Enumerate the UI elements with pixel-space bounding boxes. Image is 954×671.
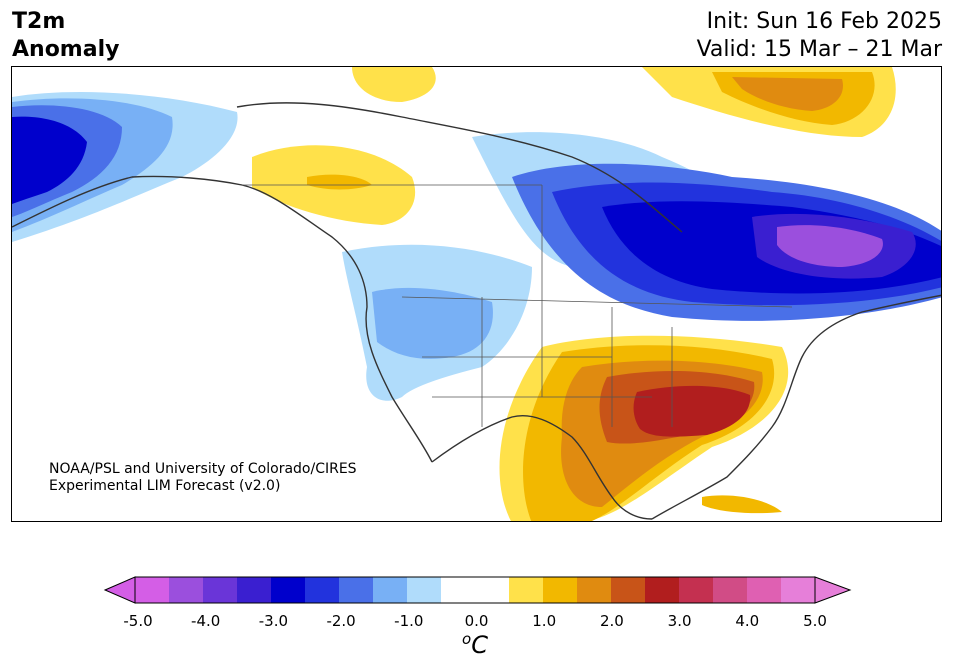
colorbar-swatch: [271, 577, 306, 603]
colorbar-swatch: [747, 577, 782, 603]
colorbar-extend-max: [814, 576, 852, 604]
colorbar-tick-label: 1.0: [532, 612, 557, 630]
colorbar-tick-label: -3.0: [258, 612, 289, 630]
colorbar-tick-label: 0.0: [464, 612, 489, 630]
colorbar-swatch: [135, 577, 170, 603]
colorbar-swatch: [203, 577, 238, 603]
credit-text: NOAA/PSL and University of Colorado/CIRE…: [49, 461, 357, 495]
colorbar-tick-label: -5.0: [123, 612, 153, 630]
unit-degree: o: [462, 630, 472, 648]
map-canvas: [12, 67, 941, 521]
colorbar-swatch: [509, 577, 544, 603]
colorbar-swatches: [103, 576, 852, 604]
colorbar-swatch: [781, 577, 816, 603]
cuba-warm: [702, 495, 782, 514]
forecast-dates: Init: Sun 16 Feb 2025 Valid: 15 Mar – 21…: [697, 8, 942, 64]
colorbar-frame: [134, 576, 816, 604]
colorbar: [103, 576, 852, 604]
arctic-warm-1: [352, 67, 436, 102]
colorbar-swatch: [441, 577, 476, 603]
colorbar-extend-min: [103, 576, 136, 604]
unit-celsius: C: [471, 631, 488, 659]
canada-cold-core: [777, 225, 883, 267]
colorbar-swatch: [679, 577, 714, 603]
colorbar-swatch: [339, 577, 374, 603]
unit-label: oC: [462, 630, 488, 659]
valid-date: Valid: 15 Mar – 21 Mar: [696, 37, 942, 62]
coastlines: [12, 102, 941, 520]
colorbar-swatch: [237, 577, 272, 603]
colorbar-tick-label: 3.0: [667, 612, 692, 630]
colorbar-tick-label: 4.0: [735, 612, 760, 630]
credit-line-1: NOAA/PSL and University of Colorado/CIRE…: [49, 461, 357, 477]
colorbar-tick-label: 5.0: [803, 612, 827, 630]
nw-warm-core: [307, 174, 372, 190]
west-cold-core: [372, 287, 493, 359]
colorbar-swatch: [645, 577, 680, 603]
colorbar-swatch: [713, 577, 748, 603]
colorbar-swatch: [475, 577, 510, 603]
colorbar-swatch: [305, 577, 340, 603]
colorbar-swatch: [407, 577, 442, 603]
alaska-cold-4: [12, 116, 87, 204]
colorbar-swatch: [543, 577, 578, 603]
colorbar-swatch: [577, 577, 612, 603]
anomaly-label: Anomaly: [12, 37, 120, 62]
credit-line-2: Experimental LIM Forecast (v2.0): [49, 478, 281, 494]
colorbar-ticks: -5.0 -4.0 -3.0 -2.0 -1.0 0.0 1.0 2.0 3.0 4.0 5.0: [0, 612, 954, 632]
state-borders: [242, 184, 793, 427]
variable-label: T2m: [12, 9, 66, 34]
se-warm-core: [633, 385, 751, 437]
colorbar-tick-label: -1.0: [394, 612, 424, 630]
colorbar-tick-label: -4.0: [191, 612, 221, 630]
map-title: T2m Anomaly: [12, 8, 119, 64]
init-date: Init: Sun 16 Feb 2025: [706, 9, 942, 34]
colorbar-swatch: [169, 577, 204, 603]
anomaly-map: [11, 66, 942, 522]
arctic-warm-4: [732, 77, 843, 111]
colorbar-swatch: [611, 577, 646, 603]
colorbar-tick-label: 2.0: [599, 612, 624, 630]
colorbar-swatch: [373, 577, 408, 603]
colorbar-tick-label: -2.0: [326, 612, 356, 630]
